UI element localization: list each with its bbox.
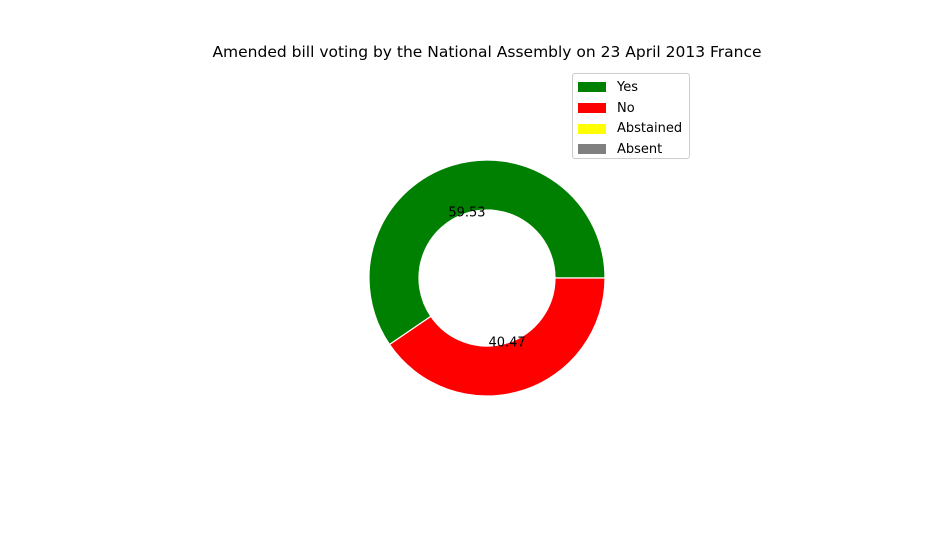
slice-label-yes: 59.53	[448, 206, 485, 221]
legend-swatch-no	[578, 103, 606, 114]
legend-swatch-yes	[578, 82, 606, 93]
legend-item-yes: Yes	[573, 77, 689, 98]
legend: Yes No Abstained Absent	[572, 73, 690, 159]
legend-label-yes: Yes	[617, 79, 638, 95]
legend-item-abstained: Abstained	[573, 118, 689, 139]
legend-swatch-absent	[578, 144, 606, 155]
legend-label-abstained: Abstained	[617, 121, 683, 137]
legend-item-no: No	[573, 98, 689, 119]
labels-layer: 59.53 40.47	[448, 206, 525, 351]
legend-label-no: No	[617, 100, 635, 116]
slice-yes	[368, 159, 606, 346]
legend-swatch-abstained	[578, 123, 606, 134]
slice-no	[388, 277, 606, 397]
legend-label-absent: Absent	[617, 141, 663, 157]
slices-layer	[368, 159, 606, 397]
legend-item-absent: Absent	[573, 139, 689, 160]
chart-title: Amended bill voting by the National Asse…	[212, 43, 762, 61]
slice-label-no: 40.47	[488, 335, 525, 350]
